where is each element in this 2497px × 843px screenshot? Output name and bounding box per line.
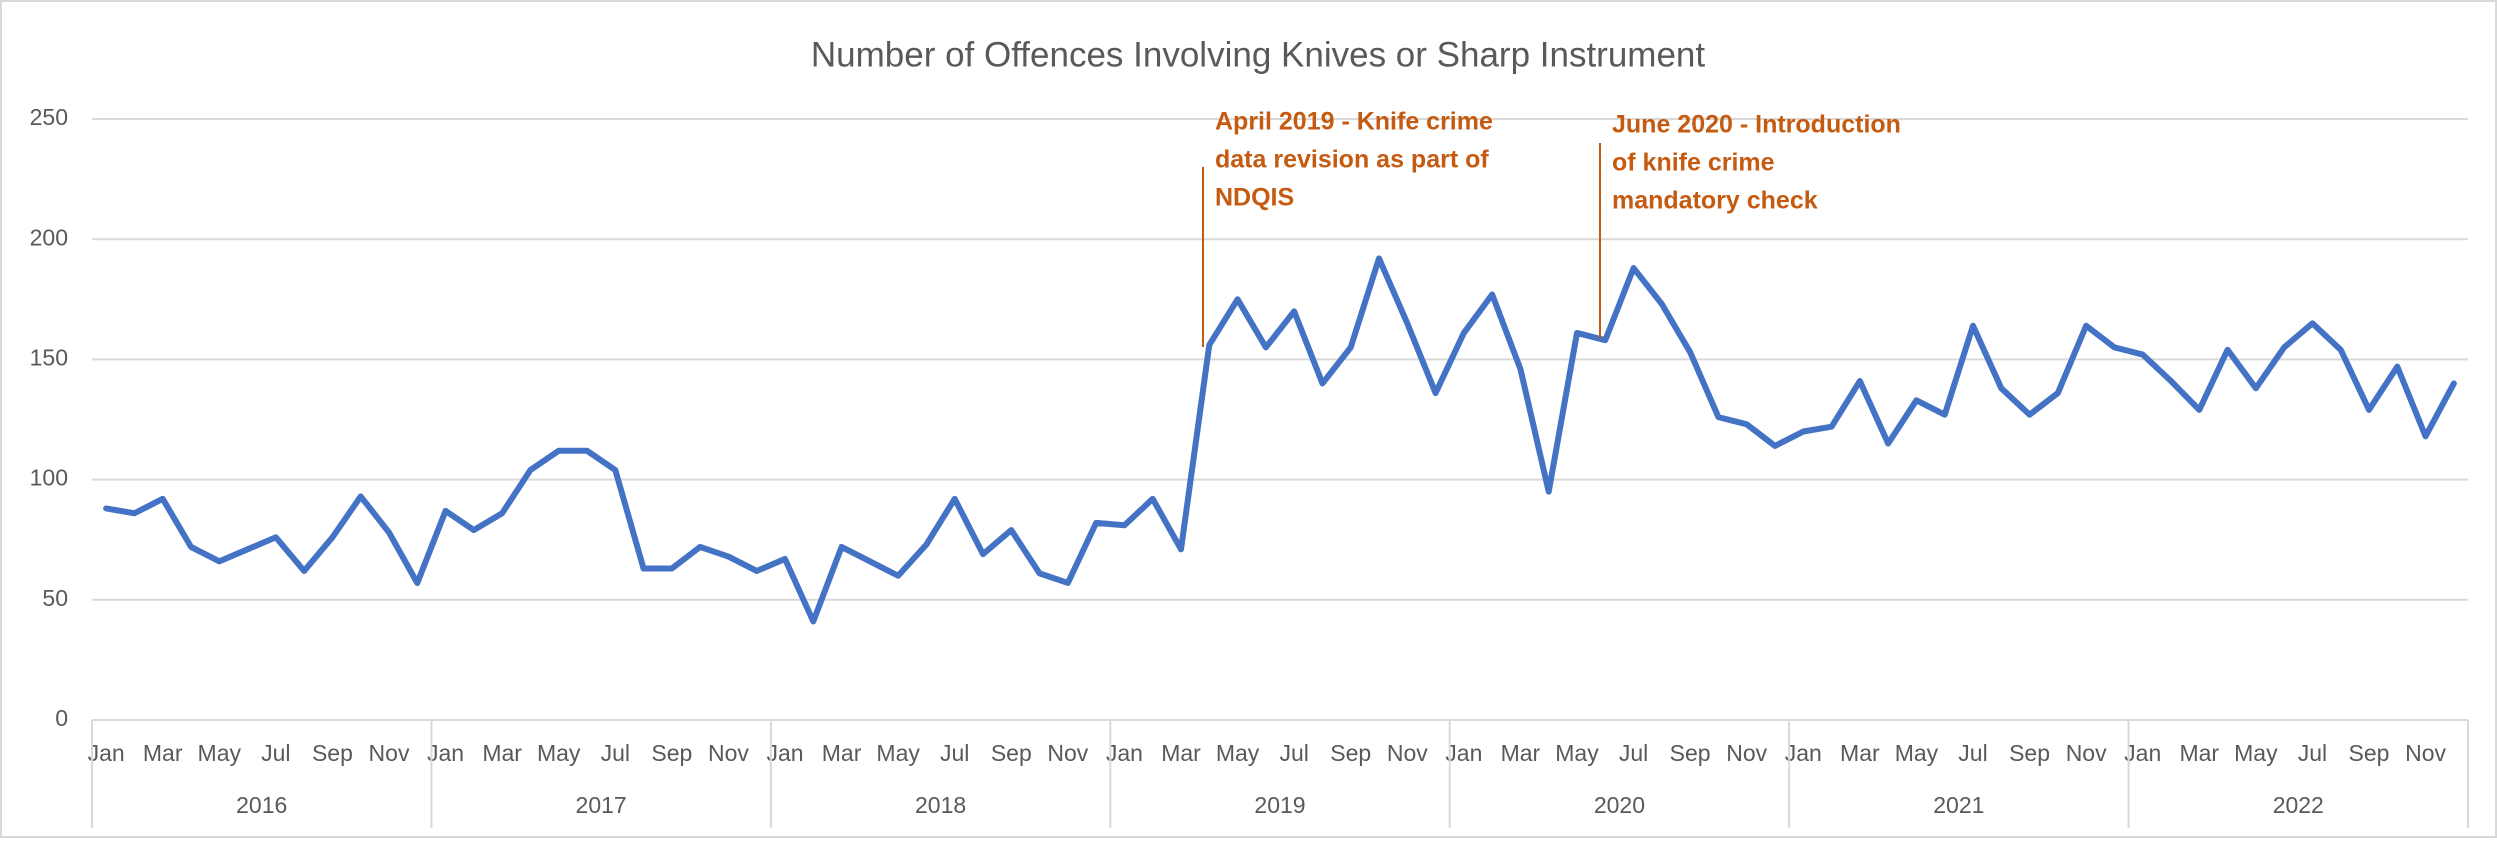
x-tick-label: Sep — [651, 740, 692, 766]
x-tick-label: Jul — [601, 740, 630, 766]
annotation-text: of knife crime — [1612, 149, 1775, 177]
x-tick-label: Nov — [2066, 740, 2107, 766]
x-tick-label: Mar — [1840, 740, 1880, 766]
x-tick-label: Nov — [708, 740, 749, 766]
x-tick-label: Jul — [261, 740, 290, 766]
x-tick-label: Nov — [1047, 740, 1088, 766]
annotation-text: data revision as part of — [1215, 146, 1489, 174]
x-tick-label: May — [1216, 740, 1260, 766]
x-tick-label: Nov — [369, 740, 410, 766]
group-label: 2018 — [915, 792, 966, 818]
annotation-text: NDQIS — [1215, 184, 1294, 212]
x-tick-label: Jul — [1958, 740, 1987, 766]
x-tick-label: Mar — [1501, 740, 1541, 766]
x-tick-label: Mar — [2179, 740, 2219, 766]
x-tick-label: Mar — [482, 740, 522, 766]
x-tick-label: Mar — [1161, 740, 1201, 766]
x-tick-label: Nov — [1387, 740, 1428, 766]
annotation-text: mandatory check — [1612, 187, 1818, 215]
group-label: 2016 — [236, 792, 287, 818]
x-tick-label: Jul — [1619, 740, 1648, 766]
x-tick-label: Jul — [2298, 740, 2327, 766]
x-tick-label: Mar — [143, 740, 183, 766]
y-tick-label: 0 — [55, 705, 68, 731]
x-tick-label: Jul — [940, 740, 969, 766]
chart-title: Number of Offences Involving Knives or S… — [811, 35, 1706, 74]
x-tick-label: Sep — [312, 740, 353, 766]
group-label: 2021 — [1933, 792, 1984, 818]
x-tick-label: Sep — [1670, 740, 1711, 766]
group-label: 2022 — [2273, 792, 2324, 818]
x-tick-label: Sep — [2009, 740, 2050, 766]
x-tick-label: Jan — [766, 740, 803, 766]
x-tick-label: May — [198, 740, 242, 766]
annotation-text: April 2019 - Knife crime — [1215, 108, 1493, 136]
x-tick-label: Jan — [1445, 740, 1482, 766]
x-tick-label: Sep — [991, 740, 1032, 766]
x-tick-label: Sep — [1330, 740, 1371, 766]
x-tick-label: Nov — [2405, 740, 2446, 766]
x-tick-label: May — [876, 740, 920, 766]
x-tick-label: Sep — [2349, 740, 2390, 766]
group-label: 2019 — [1254, 792, 1305, 818]
group-label: 2017 — [576, 792, 627, 818]
x-tick-label: Jan — [1106, 740, 1143, 766]
annotation-text: June 2020 - Introduction — [1612, 111, 1901, 139]
x-tick-label: May — [1895, 740, 1939, 766]
x-tick-label: Jan — [427, 740, 464, 766]
y-tick-label: 50 — [42, 585, 68, 611]
y-tick-label: 150 — [30, 344, 68, 370]
x-tick-label: Nov — [1726, 740, 1767, 766]
x-tick-label: Jan — [1785, 740, 1822, 766]
x-tick-label: Jan — [88, 740, 125, 766]
group-label: 2020 — [1594, 792, 1645, 818]
y-tick-label: 250 — [30, 104, 68, 130]
x-tick-label: May — [537, 740, 581, 766]
x-tick-label: May — [1555, 740, 1599, 766]
y-tick-label: 100 — [30, 465, 68, 491]
data-line — [103, 255, 2457, 625]
x-tick-label: Jul — [1279, 740, 1308, 766]
x-tick-label: Mar — [822, 740, 862, 766]
x-tick-label: Jan — [2124, 740, 2161, 766]
x-tick-label: May — [2234, 740, 2278, 766]
y-tick-label: 200 — [30, 224, 68, 250]
